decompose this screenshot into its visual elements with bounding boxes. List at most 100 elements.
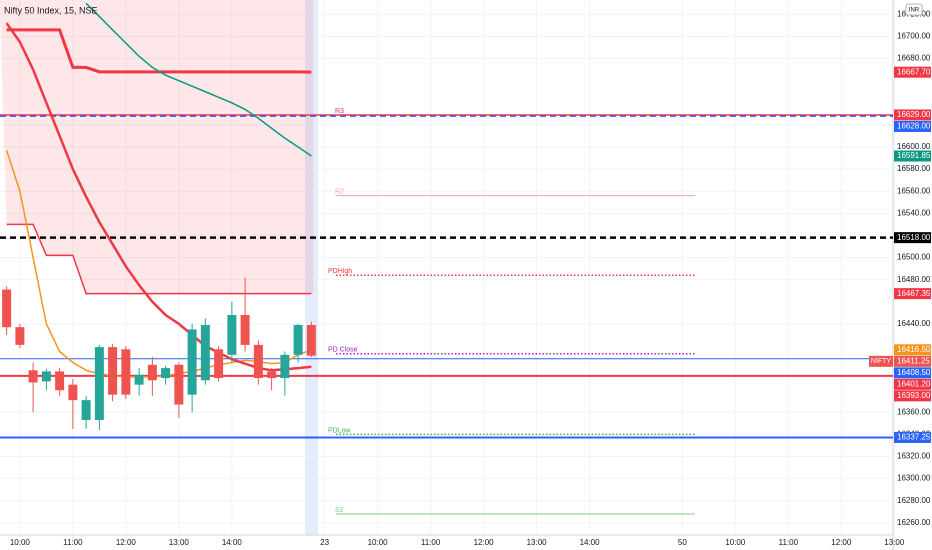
x-tick-label: 13:00 [527, 538, 548, 547]
price-tag [894, 431, 931, 443]
x-tick-label: 11:00 [63, 538, 83, 547]
candle-body [267, 371, 277, 379]
price-tag-label: 16628.00 [897, 122, 931, 131]
price-tag-label: 16467.35 [897, 289, 931, 298]
candle-body [81, 400, 91, 421]
price-tag-label: 16408.50 [897, 368, 931, 377]
candle-body [161, 368, 171, 379]
y-tick-label: 16560.00 [897, 186, 931, 195]
y-tick-label: 16480.00 [897, 275, 931, 284]
price-tag-label: 16416.50 [897, 345, 931, 354]
candles [2, 277, 316, 430]
band-fill-group [0, 0, 314, 294]
pivot-label: PDLow [328, 427, 352, 434]
candle-body [28, 370, 38, 383]
candle-body [55, 371, 65, 391]
price-tag [894, 120, 931, 132]
candle-body [227, 315, 237, 355]
candle-body [108, 347, 118, 395]
symbol-tag [869, 355, 893, 367]
price-tag-label: 16411.25 [897, 356, 930, 365]
y-tick-label: 16680.00 [897, 54, 931, 63]
pivots: R3 R2 PDHigh PD Close PDLow S2 [328, 108, 695, 515]
candle-body [280, 354, 290, 379]
candle-body [121, 349, 131, 395]
indicator-line [6, 223, 312, 295]
y-tick-label: 16580.00 [897, 164, 931, 173]
x-tick-label: 10:00 [725, 538, 746, 547]
x-tick-label: 11:00 [779, 538, 799, 547]
price-tag [894, 109, 931, 121]
price-tag-label: 16401.20 [897, 379, 931, 388]
candle-body [2, 289, 12, 328]
candle-body [68, 384, 78, 401]
currency-badge[interactable] [905, 3, 923, 16]
pivot-label: PD Close [328, 347, 358, 354]
price-tag [894, 232, 931, 244]
session-highlight [305, 0, 318, 535]
price-tag-label: 16591.85 [897, 151, 931, 160]
x-tick-label: 12:00 [474, 538, 495, 547]
candle-body [253, 344, 263, 379]
candle-body [174, 364, 184, 405]
band-fill [0, 0, 314, 294]
candle-body [200, 324, 210, 381]
pivot-label: S2 [335, 507, 344, 514]
price-tag [894, 355, 931, 367]
y-tick-label: 16500.00 [897, 253, 931, 262]
x-tick-label: 50 [678, 538, 687, 547]
x-tick-label: 12:00 [116, 538, 137, 547]
x-tick-label: 10:00 [10, 538, 31, 547]
x-tick-label: 13:00 [884, 538, 905, 547]
currency-label: INR [909, 8, 920, 14]
price-tag-label: 16629.00 [897, 110, 931, 119]
y-tick-label: 16260.00 [897, 518, 931, 527]
price-tag-label: 16667.70 [897, 67, 931, 76]
price-tags: 16629.00 16628.00 16518.00 16408.50 16393.00… [869, 66, 931, 443]
candle-body [147, 364, 157, 381]
price-tag-label: 16518.00 [897, 233, 931, 242]
price-tag [894, 288, 931, 300]
y-tick-label: 16320.00 [897, 452, 931, 461]
y-tick-label: 16600.00 [897, 142, 931, 151]
candle-body [94, 347, 104, 421]
x-tick-label: 23 [320, 538, 329, 547]
pivot-label: R3 [335, 108, 344, 115]
y-tick-label: 16700.00 [897, 32, 931, 41]
candle-body [41, 371, 51, 382]
pivot-label: PDHigh [328, 268, 352, 275]
y-tick-label: 16540.00 [897, 208, 931, 217]
y-tick-label: 16300.00 [897, 474, 931, 483]
pivot-label: R2 [335, 188, 344, 195]
y-tick-label: 16440.00 [897, 319, 931, 328]
price-tag [894, 344, 931, 356]
candle-body [306, 324, 316, 356]
candle-body [293, 324, 303, 355]
x-tick-label: 14:00 [222, 538, 243, 547]
price-tag [894, 66, 931, 78]
price-tag [894, 390, 931, 402]
x-tick-label: 14:00 [580, 538, 601, 547]
candle-body [240, 315, 250, 345]
price-tag-label: 16393.00 [897, 391, 931, 400]
candle-body [134, 374, 144, 385]
price-tag-label: 16337.25 [897, 433, 931, 442]
candle-body [214, 349, 224, 379]
candle-body [15, 327, 25, 345]
x-tick-label: 11:00 [421, 538, 441, 547]
x-tick-label: 12:00 [831, 538, 852, 547]
x-tick-label: 13:00 [169, 538, 190, 547]
y-tick-label: 16360.00 [897, 407, 931, 416]
y-tick-label: 16280.00 [897, 496, 931, 505]
chart-title: Nifty 50 Index, 15, NSE [4, 5, 98, 15]
price-tag [894, 367, 931, 379]
x-tick-label: 10:00 [368, 538, 389, 547]
candle-body [187, 329, 197, 395]
symbol-label: NIFTY [871, 358, 892, 365]
price-tag [894, 378, 931, 390]
price-tag [894, 150, 931, 162]
grid [0, 0, 895, 535]
indicator-line [85, 2, 312, 157]
